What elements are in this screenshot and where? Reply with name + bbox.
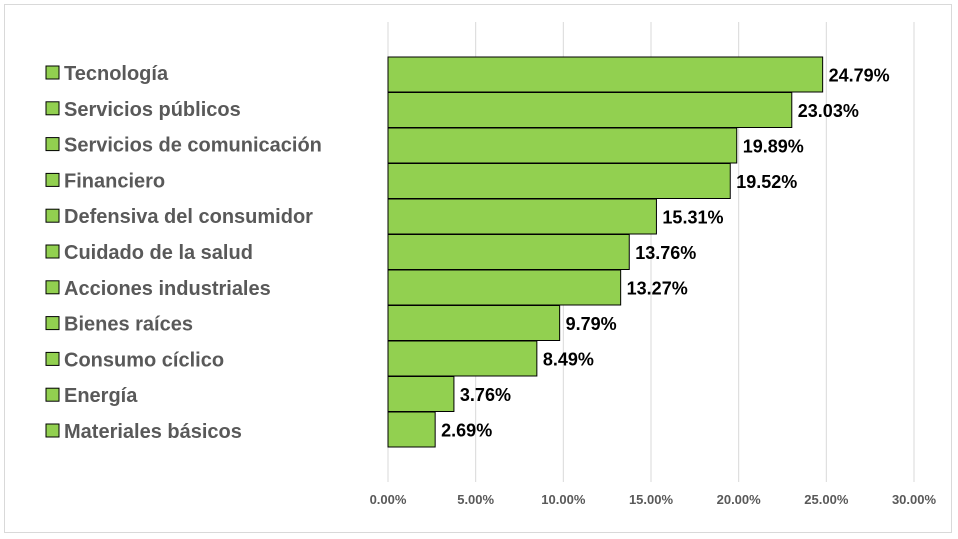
data-label: 24.79% (829, 66, 890, 86)
bar (387, 411, 436, 448)
data-label: 8.49% (543, 350, 594, 370)
data-label: 23.03% (798, 101, 859, 121)
x-tick-label: 25.00% (804, 492, 849, 507)
x-tick-label: 10.00% (541, 492, 586, 507)
x-tick-label: 30.00% (892, 492, 937, 507)
legend-label: Servicios de comunicación (64, 135, 322, 157)
data-label: 2.69% (441, 421, 492, 441)
legend-label: Tecnología (64, 63, 169, 85)
legend-label: Consumo cíclico (64, 349, 224, 371)
legend-label: Acciones industriales (64, 278, 271, 300)
data-label: 19.52% (736, 172, 797, 192)
data-label: 15.31% (662, 208, 723, 228)
legend-label: Financiero (64, 170, 165, 192)
bar (387, 56, 824, 93)
bar (387, 269, 622, 306)
legend-swatch (45, 316, 60, 331)
legend: Tecnología Servicios públicos Servicios de… (45, 63, 322, 443)
data-label: 3.76% (460, 385, 511, 405)
x-tick-label: 0.00% (370, 492, 407, 507)
data-labels: 24.79% 23.03% 19.89% 19.52% 15.31% 13.76% 13.2… (441, 66, 890, 441)
legend-swatch (45, 423, 60, 438)
bar (387, 198, 657, 235)
bar (387, 163, 731, 199)
bar (387, 305, 561, 341)
legend-swatch (45, 137, 60, 152)
bar (387, 340, 538, 377)
legend-swatch (45, 280, 60, 295)
legend-swatch (45, 208, 60, 223)
legend-label: Energía (64, 385, 138, 407)
bar (387, 234, 630, 270)
legend-swatch (45, 387, 60, 402)
bars (387, 56, 824, 448)
x-tick-label: 20.00% (717, 492, 762, 507)
data-label: 13.76% (635, 243, 696, 263)
legend-label: Bienes raíces (64, 314, 193, 336)
legend-label: Defensiva del consumidor (64, 206, 313, 228)
data-label: 13.27% (627, 279, 688, 299)
x-tick-label: 5.00% (457, 492, 494, 507)
legend-swatch (45, 244, 60, 259)
bar (387, 127, 738, 164)
data-label: 19.89% (743, 137, 804, 157)
bar (387, 92, 793, 128)
legend-swatch (45, 101, 60, 116)
legend-label: Cuidado de la salud (64, 242, 253, 264)
legend-label: Materiales básicos (64, 421, 242, 443)
legend-label: Servicios públicos (64, 99, 241, 121)
x-tick-label: 15.00% (629, 492, 674, 507)
legend-swatch (45, 65, 60, 80)
data-label: 9.79% (566, 314, 617, 334)
x-axis-ticks: 0.00% 5.00% 10.00% 15.00% 20.00% 25.00% 30.00% (370, 492, 937, 507)
legend-swatch (45, 172, 60, 187)
legend-swatch (45, 351, 60, 366)
bar (387, 376, 455, 412)
